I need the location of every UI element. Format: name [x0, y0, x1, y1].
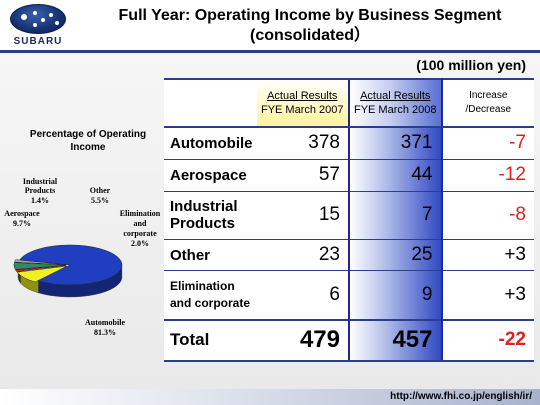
header-blank-cell [164, 78, 257, 128]
table-row-industrial-products: Industrial Products 15 7 -8 [164, 191, 534, 240]
value-fy2008: 7 [348, 191, 443, 240]
row-label-line-1: Elimination [170, 279, 235, 293]
row-label: Industrial Products [164, 191, 257, 240]
pie-label-industrial-name-2: Products [25, 186, 56, 195]
pie-label-elim-name-3: corporate [123, 229, 157, 238]
header-change-line-1: Increase [469, 90, 508, 101]
pie-chart-title: Percentage of Operating Income [29, 129, 147, 153]
pie-label-other-pct: 5.5% [91, 196, 109, 205]
header-divider [0, 50, 540, 53]
row-label-line-2: and corporate [170, 296, 251, 310]
value-fy2008: 25 [348, 239, 443, 272]
value-fy2007: 57 [256, 159, 349, 192]
title-line-2: (consolidated） [249, 27, 370, 44]
value-fy2007: 23 [256, 239, 349, 272]
row-label-line-1: Industrial [170, 198, 238, 216]
header-fy2007-line-2: FYE March 2007 [260, 104, 344, 116]
table-row-total: Total 479 457 -22 [164, 318, 534, 363]
header-fy2007-line-1: Actual Results [267, 90, 338, 102]
pie-slice-industrial-products [14, 265, 67, 272]
slide-header: SUBARU Full Year: Operating Income by Bu… [0, 0, 540, 50]
total-fy2008: 457 [348, 318, 443, 363]
value-fy2008: 9 [348, 270, 443, 321]
table-row-automobile: Automobile 378 371 -7 [164, 127, 534, 160]
value-fy2007: 6 [256, 270, 349, 321]
pie-label-elim-name-1: Elimination [120, 209, 161, 218]
brand-wordmark: SUBARU [13, 36, 63, 47]
unit-label: (100 million yen) [416, 57, 526, 73]
title-line-1: Full Year: Operating Income by Business … [118, 7, 502, 24]
pie-label-other-name: Other [90, 186, 111, 195]
value-fy2008: 371 [348, 127, 443, 160]
pie-label-industrial-pct: 1.4% [31, 196, 49, 205]
pie-label-elim-pct: 2.0% [131, 239, 149, 248]
row-label: Elimination and corporate [164, 270, 257, 321]
footer-url: http://www.fhi.co.jp/english/ir/ [390, 391, 532, 402]
header-change-line-2: /Decrease [465, 104, 512, 115]
header-fy2007: Actual Results FYE March 2007 [256, 78, 349, 128]
pie-slice-aerospace [16, 265, 67, 283]
pie-label-automobile-name: Automobile [85, 318, 125, 327]
value-change: -7 [441, 127, 534, 160]
value-fy2007: 15 [256, 191, 349, 240]
pie-label-industrial-name-1: Industrial [23, 177, 58, 186]
total-change: -22 [441, 318, 534, 363]
pie-slice-other [13, 262, 67, 270]
pie-slice-elimination-and-corporate [14, 259, 67, 265]
value-fy2007: 378 [256, 127, 349, 160]
pie-label-aerospace-pct: 9.7% [13, 219, 31, 228]
value-change: -8 [441, 191, 534, 240]
table-row-aerospace: Aerospace 57 44 -12 [164, 159, 534, 192]
table-header-row: Actual Results FYE March 2007 Actual Res… [164, 78, 534, 128]
row-label: Aerospace [164, 159, 257, 192]
pie-chart: Industrial Products 1.4% Other 5.5% Aero… [4, 177, 161, 337]
value-change: +3 [441, 270, 534, 321]
pie-label-elim-name-2: and [134, 219, 147, 228]
page-title: Full Year: Operating Income by Business … [80, 6, 540, 46]
subaru-logo: SUBARU [6, 4, 70, 48]
total-fy2007: 479 [256, 318, 349, 363]
row-label-line-2: Products [170, 215, 236, 233]
segment-income-table: Actual Results FYE March 2007 Actual Res… [164, 78, 534, 363]
value-fy2008: 44 [348, 159, 443, 192]
pleiades-emblem-icon [10, 4, 66, 34]
header-fy2008-line-1: Actual Results [360, 90, 431, 102]
table-row-elimination: Elimination and corporate 6 9 +3 [164, 270, 534, 321]
value-change: +3 [441, 239, 534, 272]
row-label: Other [164, 239, 257, 272]
total-label: Total [164, 318, 257, 363]
row-label: Automobile [164, 127, 257, 160]
table-row-other: Other 23 25 +3 [164, 239, 534, 272]
pie-slice-automobile [19, 244, 123, 286]
pie-label-aerospace-name: Aerospace [4, 209, 40, 218]
header-change: Increase /Decrease [441, 78, 534, 128]
header-fy2008: Actual Results FYE March 2008 [348, 78, 443, 128]
header-fy2008-line-2: FYE March 2008 [353, 104, 437, 116]
pie-label-automobile-pct: 81.3% [94, 328, 116, 337]
value-change: -12 [441, 159, 534, 192]
slide-footer: http://www.fhi.co.jp/english/ir/ [0, 389, 540, 405]
